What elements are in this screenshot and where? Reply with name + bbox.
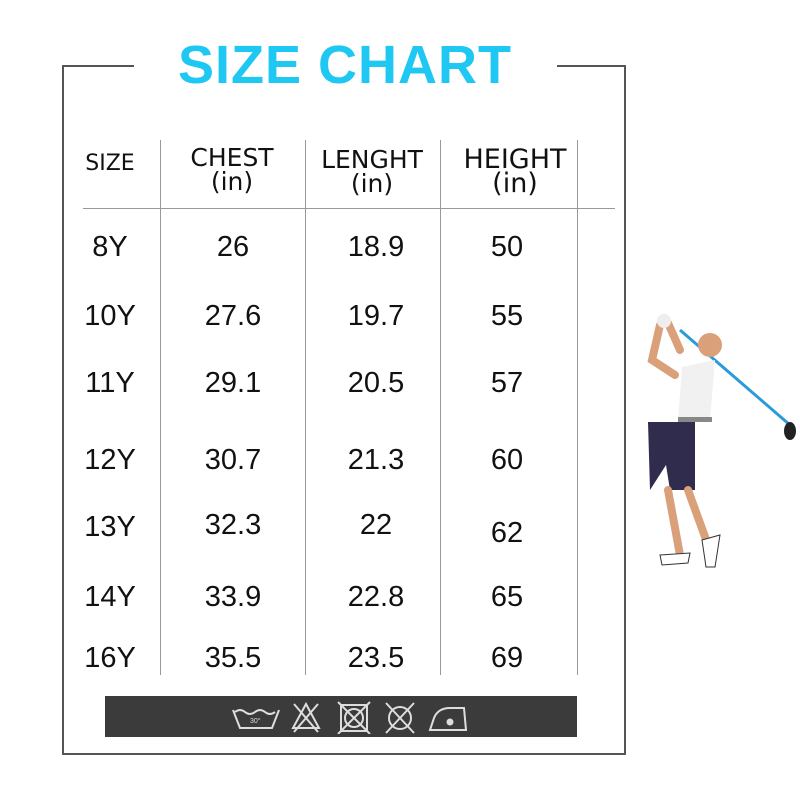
header-chest: CHEST (in) [172, 143, 292, 196]
cell-height: 57 [490, 367, 524, 399]
no-dry-clean-icon [385, 702, 415, 734]
column-divider [160, 140, 161, 675]
header-unit: (in) [492, 168, 538, 199]
header-label: LENGHT [321, 145, 423, 174]
cell-size: 16Y [84, 642, 136, 674]
cell-size: 14Y [84, 581, 136, 613]
frame-right [624, 65, 626, 755]
cell-height: 50 [490, 231, 524, 263]
frame-top-left [62, 65, 134, 67]
cell-length: 18.9 [347, 231, 405, 263]
page-title: SIZE CHART [178, 35, 512, 95]
no-bleach-icon [291, 701, 321, 733]
cell-size: 11Y [85, 367, 135, 399]
header-size: SIZE [80, 152, 140, 176]
cell-length: 21.3 [347, 444, 405, 476]
cell-chest: 30.7 [204, 444, 262, 476]
header-label: CHEST [190, 143, 274, 172]
column-divider [577, 140, 578, 675]
cell-length: 22.8 [347, 581, 405, 613]
header-unit: (in) [350, 169, 394, 198]
cell-length: 22 [359, 509, 393, 541]
frame-left [62, 65, 64, 755]
golfer-image [647, 314, 796, 568]
header-length: LENGHT (in) [312, 145, 432, 198]
cell-chest: 32.3 [204, 509, 262, 541]
cell-height: 62 [490, 517, 524, 549]
cell-size: 13Y [84, 511, 136, 543]
cell-height: 60 [490, 444, 524, 476]
header-label: SIZE [85, 151, 135, 176]
header-divider [83, 208, 615, 209]
cell-length: 23.5 [347, 642, 405, 674]
hand-wash-30-icon: 30° [232, 709, 280, 729]
cell-chest: 27.6 [204, 300, 262, 332]
care-icons: 30° [232, 701, 468, 734]
svg-text:30°: 30° [250, 717, 261, 725]
cell-height: 55 [490, 300, 524, 332]
cell-chest: 29.1 [204, 367, 262, 399]
header-unit: (in) [210, 167, 254, 196]
column-divider [305, 140, 306, 675]
cell-size: 10Y [84, 300, 136, 332]
header-height: HEIGHT (in) [445, 144, 585, 199]
cell-chest: 35.5 [204, 642, 262, 674]
frame-top-right [557, 65, 626, 67]
cell-height: 69 [490, 642, 524, 674]
cell-size: 12Y [84, 444, 136, 476]
cell-chest: 33.9 [204, 581, 262, 613]
cell-height: 65 [490, 581, 524, 613]
column-divider [440, 140, 441, 675]
iron-low-icon [428, 707, 468, 731]
header-label: HEIGHT [463, 144, 567, 175]
cell-chest: 26 [216, 231, 250, 263]
frame-bottom [62, 753, 626, 755]
no-tumble-dry-icon [337, 701, 371, 734]
cell-length: 19.7 [347, 300, 405, 332]
cell-length: 20.5 [347, 367, 405, 399]
cell-size: 8Y [92, 231, 128, 263]
